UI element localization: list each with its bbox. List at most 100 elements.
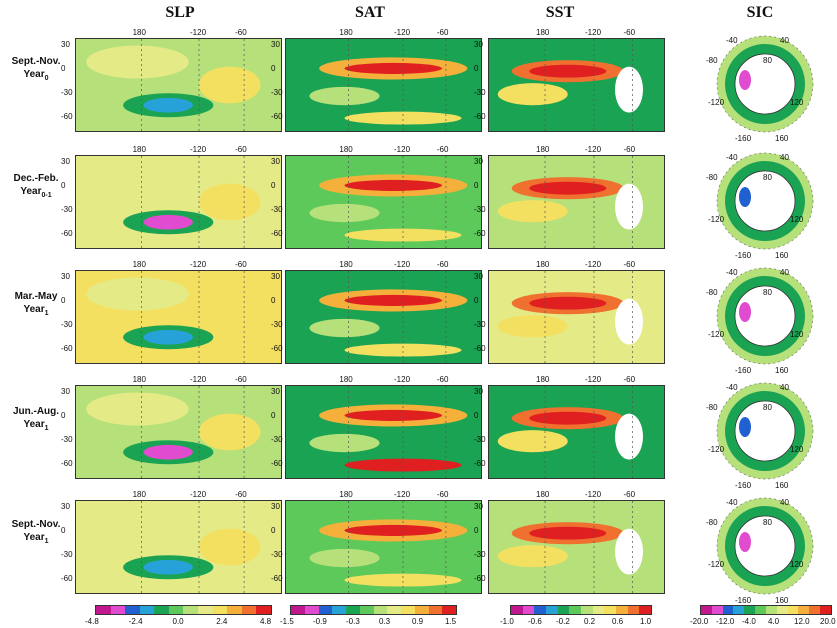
lon-tick-sst-row3: 180 — [536, 260, 550, 269]
anomaly-region — [497, 430, 568, 453]
anomaly-region — [344, 573, 462, 587]
anomaly-region — [199, 66, 261, 104]
colorbar-swatch — [139, 606, 155, 614]
colorbar-swatch — [198, 606, 213, 614]
lon-tick-slp-row4: -120 — [190, 375, 207, 384]
lon-tick-sat-row3: -120 — [394, 260, 411, 269]
row-label-5: Sept.-Nov. Year1 — [2, 518, 70, 548]
lat-tick-sst-row1: -30 — [474, 88, 486, 97]
colorbar-swatch — [787, 606, 799, 614]
lat-tick-sat-row3: 0 — [271, 296, 276, 305]
lat-tick-slp-row3: 0 — [61, 296, 66, 305]
colorbar-swatch — [318, 606, 333, 614]
lat-tick-slp-row4: -30 — [61, 435, 73, 444]
anomaly-region — [199, 413, 261, 451]
row-label-3-season: Mar.-May — [14, 291, 58, 302]
lat-tick-sat-row3: -30 — [271, 320, 283, 329]
lat-tick-sst-row1: 30 — [474, 40, 483, 49]
polar-tick-row1: 40 — [780, 36, 789, 45]
antarctica-landmass — [734, 515, 796, 577]
lon-tick-sat-row1: 180 — [339, 28, 353, 37]
lat-tick-sst-row4: -30 — [474, 435, 486, 444]
row-label-2-season: Dec.-Feb. — [13, 173, 59, 184]
anomaly-region — [344, 62, 442, 74]
anomaly-region — [309, 433, 380, 453]
anomaly-region — [309, 203, 380, 223]
lat-tick-sst-row2: -60 — [474, 229, 486, 238]
row-label-5-season: Sept.-Nov. — [11, 519, 61, 530]
anomaly-region — [143, 97, 193, 113]
colorbar-swatch — [154, 606, 169, 614]
colorbar-label-sic: 12.0 — [794, 617, 810, 626]
row-label-1-year: Year — [23, 69, 45, 80]
colorbar-label-sat: -0.3 — [346, 617, 360, 626]
anomaly-region — [344, 343, 462, 357]
polar-tick-row1: -80 — [706, 56, 718, 65]
anomaly-region — [615, 66, 643, 113]
colorbar-label-sat: 0.3 — [379, 617, 391, 626]
colorbar-label-slp: -2.4 — [128, 617, 143, 626]
colorbar-swatch — [592, 606, 605, 614]
anomaly-region — [86, 162, 189, 196]
row-label-2-year: Year — [20, 186, 42, 197]
polar-panel-sic-row2 — [705, 151, 825, 256]
map-panel-slp-row5 — [75, 500, 282, 594]
lat-tick-sat-row1: 0 — [271, 64, 276, 73]
colorbar-sst — [510, 605, 652, 615]
lon-tick-slp-row3: -60 — [235, 260, 247, 269]
anomaly-region — [344, 524, 442, 536]
anomaly-region — [86, 45, 189, 79]
colorbar-label-sst: 0.2 — [584, 617, 596, 626]
polar-panel-sic-row3 — [705, 266, 825, 371]
anomaly-region — [143, 214, 193, 230]
colorbar-swatch — [765, 606, 777, 614]
map-panel-sat-row5 — [285, 500, 482, 594]
map-panel-slp-row4 — [75, 385, 282, 479]
colorbar-swatch — [755, 606, 766, 614]
polar-tick-row5: -120 — [708, 560, 725, 569]
lon-tick-slp-row3: 180 — [132, 260, 146, 269]
anomaly-region — [529, 526, 607, 540]
row-label-2-sub: 0-1 — [41, 192, 52, 199]
lat-tick-sst-row5: -60 — [474, 574, 486, 583]
colorbar-label-slp: 0.0 — [172, 617, 184, 626]
polar-tick-row5: 80 — [763, 518, 772, 527]
colorbar-swatch — [616, 606, 628, 614]
colorbar-label-sic: -4.0 — [742, 617, 756, 626]
colorbar-label-sic: 4.0 — [768, 617, 780, 626]
lon-tick-sst-row2: -60 — [623, 145, 636, 154]
colorbar-label-sst: 1.0 — [640, 617, 652, 626]
anomaly-region — [344, 228, 462, 242]
colorbar-sic — [700, 605, 832, 615]
colorbar-swatch — [401, 606, 415, 614]
polar-tick-row2: 40 — [780, 153, 789, 162]
polar-tick-row1: 120 — [790, 98, 804, 107]
polar-tick-row1: -40 — [726, 36, 738, 45]
anomaly-region — [309, 86, 380, 106]
lat-tick-sat-row5: 0 — [271, 526, 276, 535]
lat-tick-sat-row3: -60 — [271, 344, 283, 353]
anomaly-region — [739, 417, 751, 437]
polar-tick-row4: -120 — [708, 445, 725, 454]
colorbar-label-slp: 4.8 — [260, 617, 272, 626]
row-label-4-sub: 1 — [44, 425, 49, 432]
lat-tick-slp-row1: 0 — [61, 64, 66, 73]
polar-tick-row4: -80 — [706, 403, 718, 412]
colorbar-swatch — [604, 606, 617, 614]
lat-tick-slp-row1: 30 — [61, 40, 70, 49]
lat-tick-sat-row3: 30 — [271, 272, 280, 281]
lat-tick-sst-row3: 30 — [474, 272, 483, 281]
colorbar-sat — [290, 605, 457, 615]
anomaly-region — [86, 507, 189, 541]
lon-tick-sst-row1: -60 — [623, 28, 636, 37]
lat-tick-slp-row2: -30 — [61, 205, 73, 214]
lat-tick-slp-row2: 0 — [61, 181, 66, 190]
lat-tick-sst-row1: -60 — [474, 112, 486, 121]
lon-tick-slp-row5: 180 — [132, 490, 146, 499]
lon-tick-slp-row4: -60 — [235, 375, 247, 384]
polar-tick-row4: -40 — [726, 383, 738, 392]
anomaly-region — [497, 315, 568, 338]
lon-tick-slp-row2: -60 — [235, 145, 247, 154]
polar-gridline — [716, 382, 814, 480]
colorbar-label-sic: -20.0 — [690, 617, 709, 626]
